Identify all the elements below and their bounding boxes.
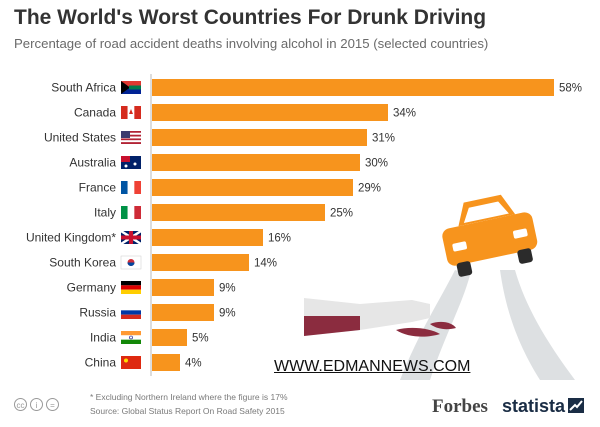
footnote: * Excluding Northern Ireland where the f… xyxy=(90,392,288,402)
value-label: 31% xyxy=(372,133,395,145)
flag-icon-cn xyxy=(121,356,141,369)
source-note: Source: Global Status Report On Road Saf… xyxy=(90,406,285,416)
flag-icon-ru xyxy=(121,306,141,319)
chart-title: The World's Worst Countries For Drunk Dr… xyxy=(14,6,487,29)
wine-bottle-illustration xyxy=(304,298,456,337)
flag-icon-in xyxy=(121,331,141,344)
bar xyxy=(152,229,263,246)
value-label: 4% xyxy=(185,358,202,370)
value-label: 14% xyxy=(254,258,277,270)
flag-icon-ca xyxy=(121,106,141,119)
category-label: South Korea xyxy=(49,256,116,270)
value-label: 9% xyxy=(219,283,236,295)
value-label: 5% xyxy=(192,333,209,345)
bar xyxy=(152,329,187,346)
flag-icon-kr xyxy=(120,255,142,270)
statista-logo: statista xyxy=(502,396,566,416)
car-illustration xyxy=(400,194,575,380)
value-label: 25% xyxy=(330,208,353,220)
statista-icon xyxy=(568,398,584,413)
flag-icon-de xyxy=(121,281,141,294)
value-label: 30% xyxy=(365,158,388,170)
value-label: 16% xyxy=(268,233,291,245)
category-label: China xyxy=(85,356,117,370)
bar xyxy=(152,104,388,121)
forbes-logo: Forbes xyxy=(432,396,488,417)
flag-icon-us xyxy=(121,131,141,144)
category-label: Germany xyxy=(67,281,116,295)
category-label: France xyxy=(79,181,117,195)
no-derivatives-icon: = xyxy=(46,398,59,411)
bar xyxy=(152,304,214,321)
category-label: Russia xyxy=(79,306,116,320)
category-label: United Kingdom* xyxy=(26,231,116,245)
value-label: 34% xyxy=(393,108,416,120)
value-label: 9% xyxy=(219,308,236,320)
category-label: Italy xyxy=(94,206,116,220)
attribution-icon: i xyxy=(30,398,43,411)
bar xyxy=(152,154,360,171)
license-icons: cc i = xyxy=(14,398,59,411)
category-label: India xyxy=(90,331,116,345)
bar xyxy=(152,354,180,371)
category-label: South Africa xyxy=(51,81,116,95)
cc-license-icon: cc xyxy=(14,398,27,411)
category-label: Canada xyxy=(74,106,116,120)
bar xyxy=(152,79,554,96)
bar xyxy=(152,129,367,146)
flag-icon-au xyxy=(121,156,141,169)
flag-icon-za xyxy=(121,81,141,94)
flag-icon-gb xyxy=(120,229,142,246)
bar xyxy=(152,179,353,196)
bar xyxy=(152,204,325,221)
flag-icon-fr xyxy=(121,181,141,194)
bar xyxy=(152,254,249,271)
chart-subtitle: Percentage of road accident deaths invol… xyxy=(14,36,489,51)
value-label: 58% xyxy=(559,83,582,95)
bar xyxy=(152,279,214,296)
category-label: United States xyxy=(44,131,116,145)
category-label: Australia xyxy=(69,156,116,170)
watermark: WWW.EDMANNEWS.COM xyxy=(274,358,471,375)
flag-icon-it xyxy=(121,206,141,219)
bars-layer: South Africa 58% Canada 34% United States 31%… xyxy=(26,79,582,371)
value-label: 29% xyxy=(358,183,381,195)
